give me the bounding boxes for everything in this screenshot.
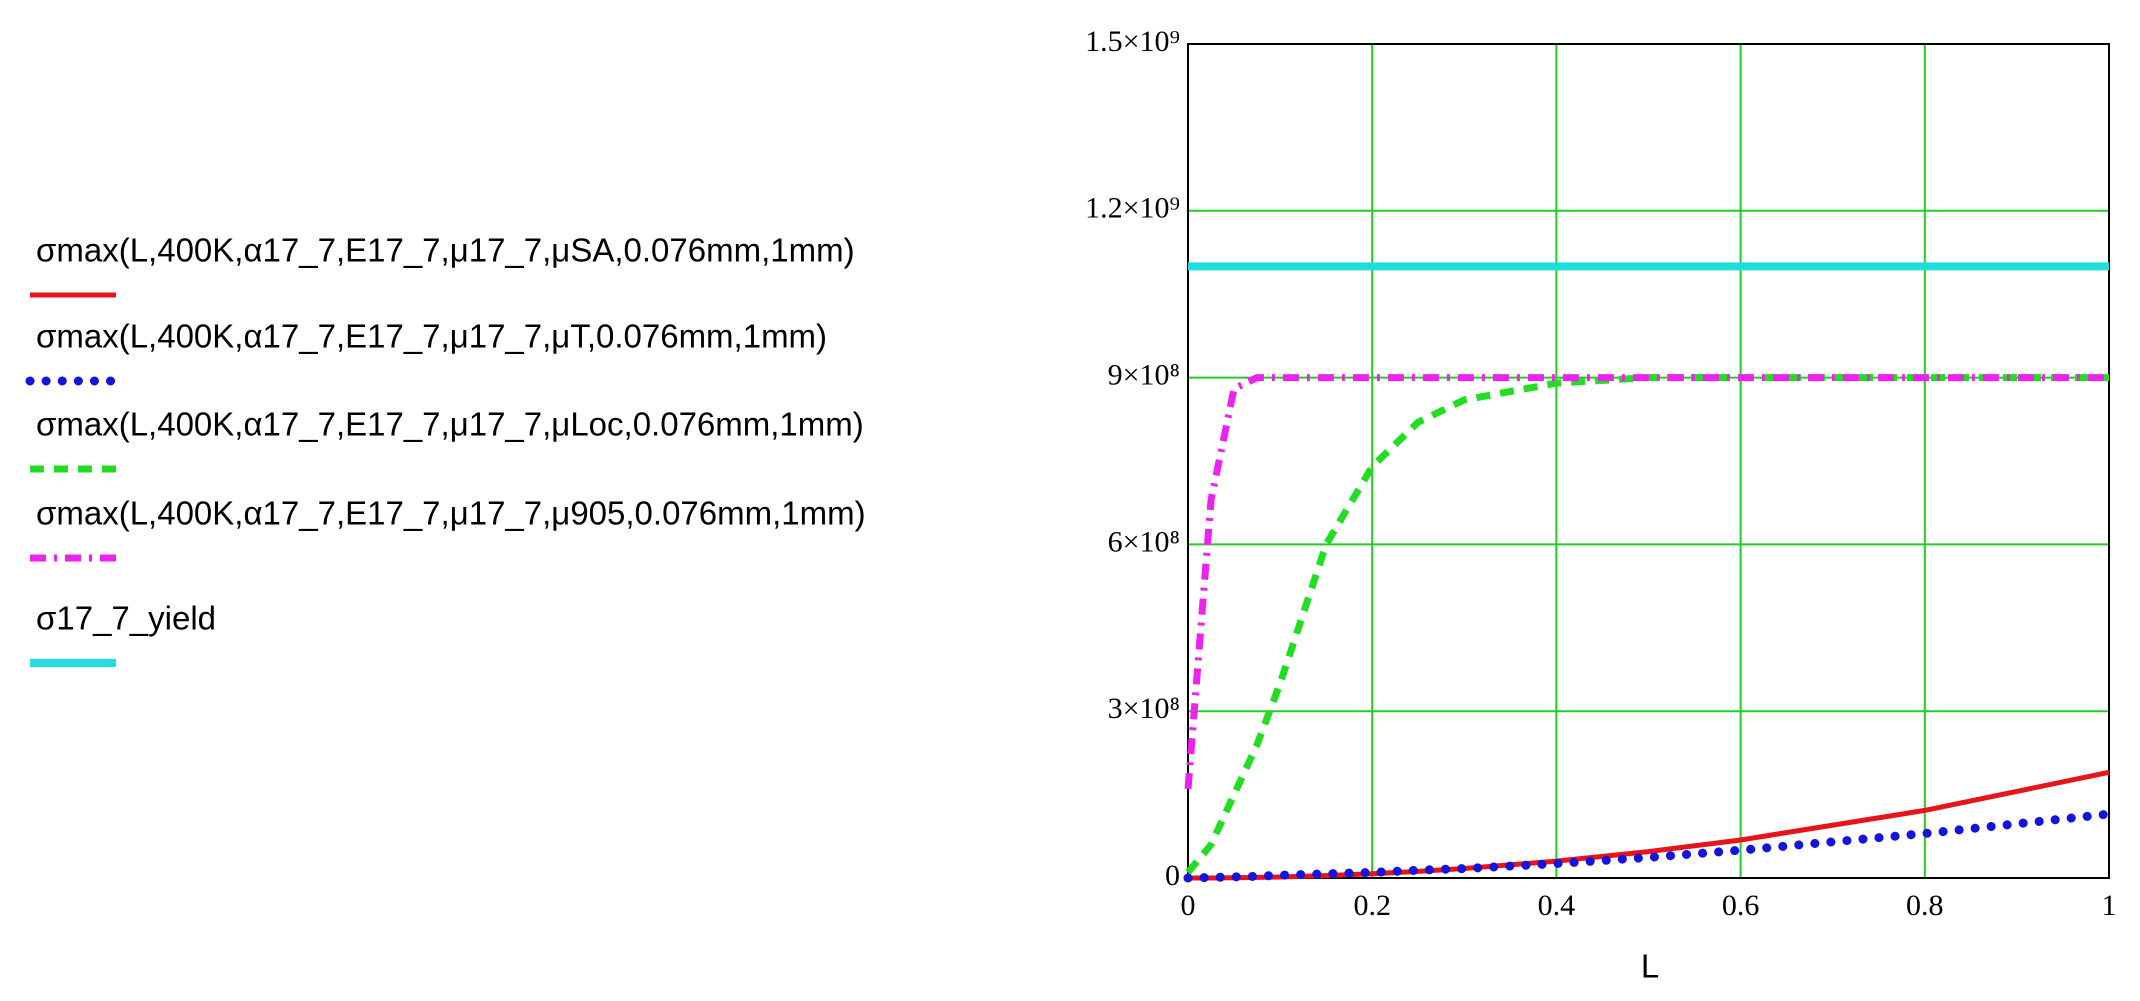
y-tick-label: 1.5×10⁹ [1085,25,1180,58]
x-tick-label: 0.2 [1353,889,1391,922]
x-tick-label: 0.4 [1538,889,1576,922]
series-line [1187,769,2110,881]
x-tick-label: 0.6 [1722,889,1760,922]
legend-label: σmax(L,400K,α17_7,E17_7,μ17_7,μ905,0.076… [36,495,866,532]
x-tick-label: 0 [1181,889,1196,922]
x-axis-label: L [1641,948,1659,985]
series-line [1184,374,2109,790]
y-tick-label: 3×10⁸ [1108,692,1180,725]
x-tick-label: 1 [2102,889,2117,922]
y-tick-label: 1.2×10⁹ [1085,192,1180,225]
y-tick-label: 9×10⁸ [1108,358,1180,391]
grid [1187,43,2110,879]
x-tick-label: 0.8 [1906,889,1944,922]
y-tick-label: 6×10⁸ [1108,525,1180,558]
series-line [1185,374,2109,875]
legend-label: σmax(L,400K,α17_7,E17_7,μ17_7,μSA,0.076m… [36,232,855,269]
legend-label: σ17_7_yield [36,600,216,637]
legend-label: σmax(L,400K,α17_7,E17_7,μ17_7,μLoc,0.076… [36,406,864,443]
y-tick-label: 0 [1165,859,1180,892]
legend-label: σmax(L,400K,α17_7,E17_7,μ17_7,μT,0.076mm… [36,318,827,355]
plot-frame [1187,43,2110,879]
series-line [1183,809,2114,883]
